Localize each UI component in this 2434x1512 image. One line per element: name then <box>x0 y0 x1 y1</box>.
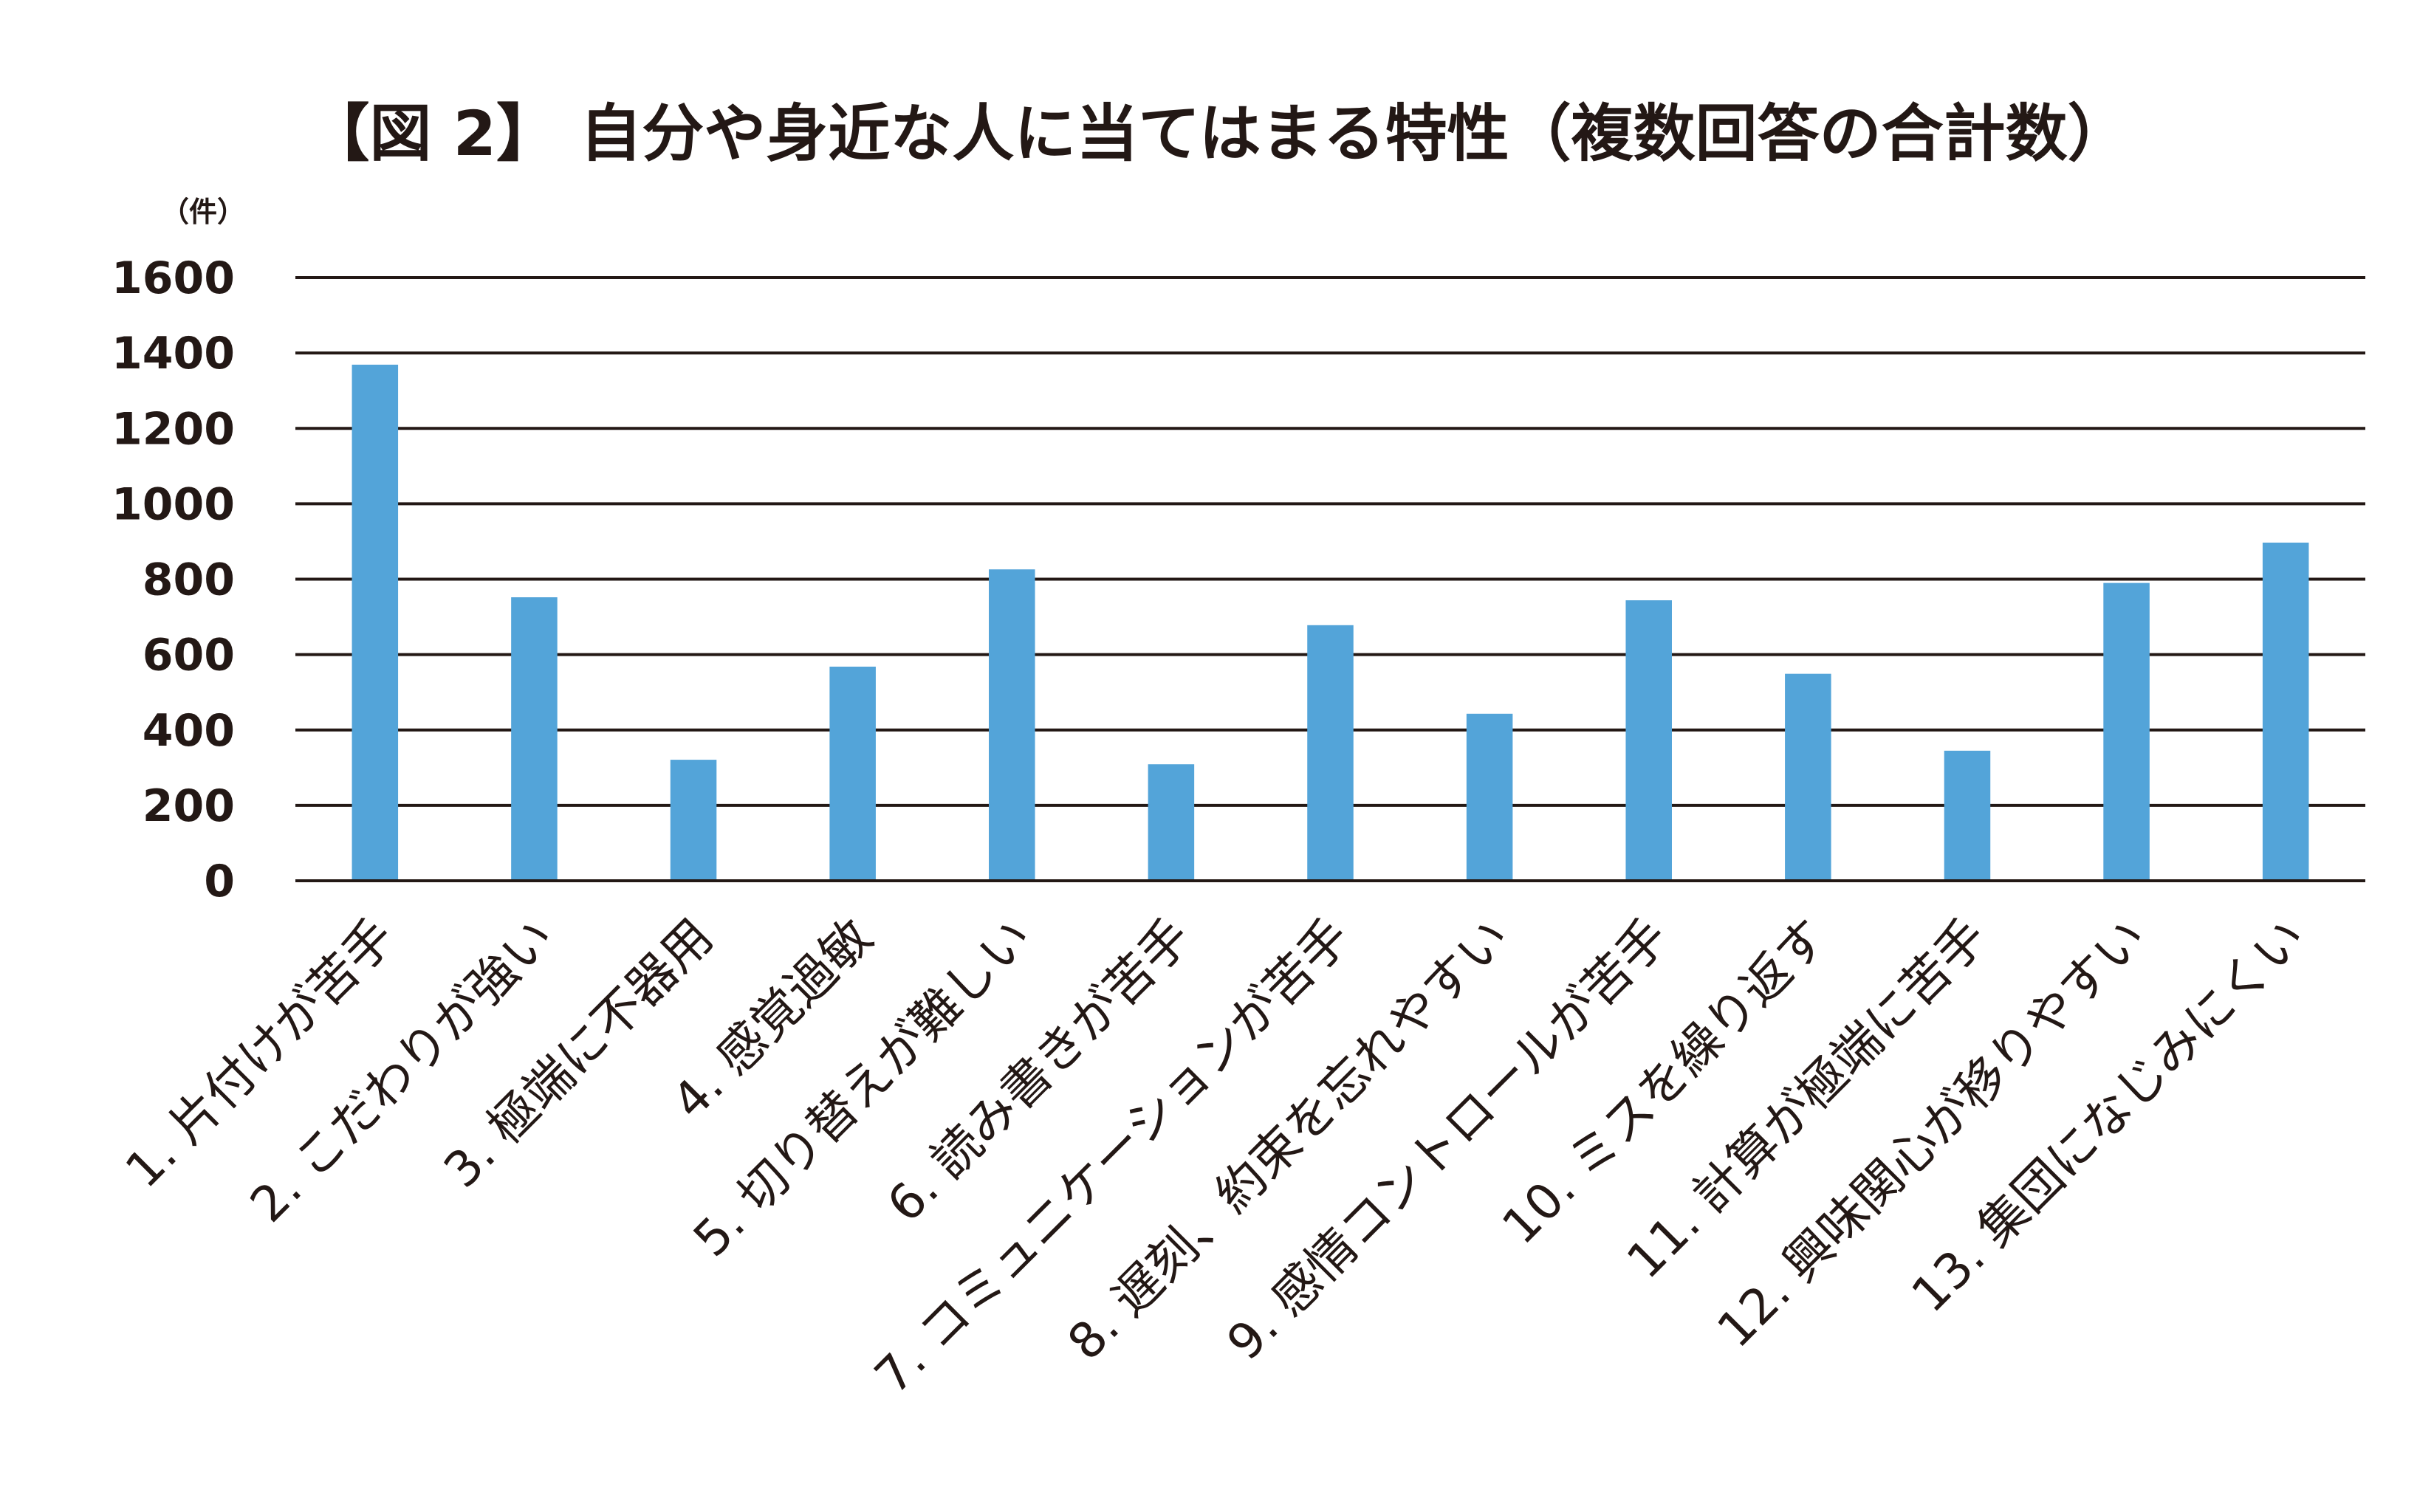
bar <box>1625 600 1672 881</box>
x-category-label: 3. 極端に不器用 <box>433 908 724 1199</box>
y-tick-label: 200 <box>143 780 235 832</box>
y-tick-label: 800 <box>143 554 235 606</box>
y-axis-unit: （件） <box>161 196 245 228</box>
bar <box>2262 542 2309 881</box>
bar <box>1466 713 1513 881</box>
bar <box>1148 764 1195 881</box>
y-tick-label: 1000 <box>112 478 235 530</box>
y-tick-label: 1400 <box>112 328 235 379</box>
bar <box>829 666 876 881</box>
bar <box>2103 583 2150 881</box>
bar <box>511 597 558 881</box>
bar <box>1307 625 1354 881</box>
y-tick-label: 1200 <box>112 403 235 455</box>
y-tick-label: 1600 <box>112 252 235 304</box>
y-tick-label: 600 <box>143 630 235 681</box>
bar <box>670 760 717 881</box>
bar <box>989 569 1035 881</box>
y-tick-label: 400 <box>143 705 235 757</box>
x-category-label: 6. 読み書きが苦手 <box>877 908 1201 1233</box>
bar <box>352 364 399 882</box>
y-tick-label: 0 <box>204 856 235 907</box>
x-category-label: 2. こだわりが強い <box>239 908 564 1233</box>
x-category-label: 1. 片付けが苦手 <box>114 908 405 1199</box>
bar <box>1944 750 1991 881</box>
bar <box>1785 673 1831 881</box>
chart-title: 【図 2】 自分や身近な人に当てはまる特性（複数回答の合計数） <box>307 97 2129 170</box>
